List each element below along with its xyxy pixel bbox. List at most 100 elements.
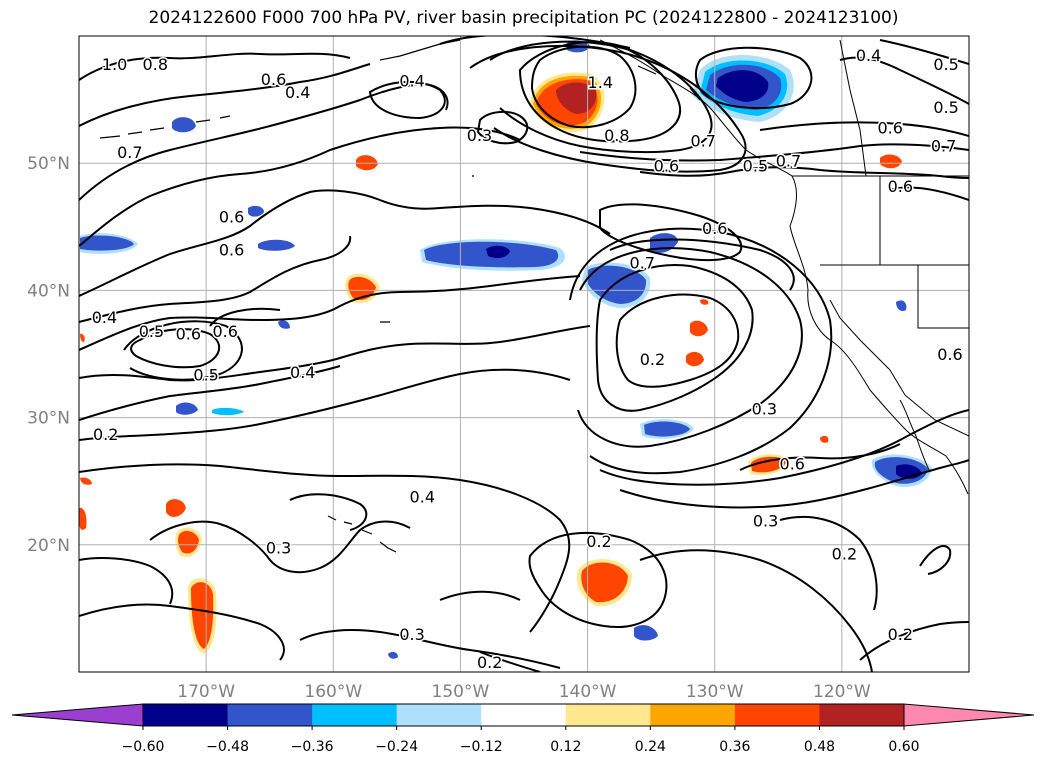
contour-label: 0.4 xyxy=(410,487,435,506)
contour-label: 0.6 xyxy=(937,345,962,364)
small-islands xyxy=(380,65,701,323)
gridlines xyxy=(79,36,969,672)
colorbar-tick-label: 0.60 xyxy=(888,739,919,755)
colorbar-segment xyxy=(481,704,567,726)
pv-contour xyxy=(569,227,833,475)
pv-contour xyxy=(209,307,281,327)
contour-label: 0.3 xyxy=(467,126,492,145)
shade-patch xyxy=(686,351,704,367)
pv-contour xyxy=(859,621,969,661)
colorbar-segment xyxy=(650,704,736,726)
shade-patch xyxy=(896,300,907,312)
pv-contour xyxy=(439,590,521,601)
shade-patch xyxy=(79,507,87,530)
pv-contour xyxy=(79,365,341,421)
map-background xyxy=(79,36,969,672)
map-frame xyxy=(78,35,970,673)
colorbar: −0.60 −0.48 −0.36 −0.24 −0.12 0.12 0.24 0.36 0.4… xyxy=(11,703,1035,755)
pv-contours xyxy=(79,36,969,672)
contour-label: 0.6 xyxy=(261,70,286,89)
pv-contour xyxy=(79,63,371,127)
aleutian-islands xyxy=(99,115,231,139)
lon-tick-label: 140°W xyxy=(559,682,617,702)
shade-patch xyxy=(80,235,134,251)
contour-labels: 1.0 0.80.6 0.40.40.70.60.60.40.5 0.6 0.60.5 0… xyxy=(90,45,964,672)
pv-contour xyxy=(595,264,754,412)
pv-contour xyxy=(779,516,878,611)
colorbar-segment xyxy=(396,704,482,726)
contour-label: 0.2 xyxy=(640,350,665,369)
gulf-of-california-coast xyxy=(899,399,931,473)
lat-tick-label: 20°N xyxy=(27,536,70,556)
contour-label: 0.5 xyxy=(933,98,958,117)
contour-label: 0.8 xyxy=(143,55,168,74)
pv-contour xyxy=(599,409,969,486)
colorbar-over-arrow xyxy=(903,703,1035,727)
shade-patch xyxy=(278,320,290,329)
shade-patch xyxy=(700,299,709,305)
shade-patch xyxy=(348,276,376,300)
contour-label: 0.5 xyxy=(193,365,218,384)
lon-tick-label: 120°W xyxy=(813,682,871,702)
pv-contour xyxy=(619,459,969,509)
contour-label: 0.3 xyxy=(753,512,778,531)
colorbar-tick-label: 0.36 xyxy=(719,739,750,755)
contour-label: 0.5 xyxy=(743,157,768,176)
border-province xyxy=(839,39,867,177)
colorbar-tick-label: 0.48 xyxy=(804,739,835,755)
shade-patch xyxy=(212,407,244,416)
pv-contour xyxy=(79,463,571,633)
shade-patch xyxy=(178,530,199,554)
shade-patch xyxy=(690,320,708,337)
colorbar-tick-label: −0.48 xyxy=(206,739,249,755)
contour-label: 0.7 xyxy=(776,152,801,171)
pv-contour xyxy=(879,39,969,65)
pv-contour xyxy=(599,203,743,262)
contour-label: 0.4 xyxy=(856,46,881,65)
shade-patch xyxy=(80,333,85,342)
shade-patch xyxy=(751,456,787,473)
shade-patch xyxy=(258,239,295,251)
contour-label: 0.5 xyxy=(139,322,164,341)
colorbar-tick-label: −0.12 xyxy=(460,739,503,755)
shade-patch xyxy=(248,205,264,217)
pv-contour xyxy=(479,651,541,672)
pv-contour xyxy=(739,443,901,471)
shade-patch xyxy=(356,155,378,171)
pv-contour xyxy=(79,235,352,323)
lon-tick-label: 170°W xyxy=(177,682,235,702)
contour-label: 0.8 xyxy=(604,126,629,145)
border-state xyxy=(904,394,969,437)
lon-tick-label: 160°W xyxy=(304,682,362,702)
pv-contour xyxy=(368,80,446,120)
contour-label: 0.6 xyxy=(219,208,244,227)
precipitation-shading xyxy=(79,40,932,659)
shade-patch xyxy=(388,651,398,659)
contour-label: 0.6 xyxy=(212,322,237,341)
shade-patch xyxy=(556,82,597,114)
lon-tick-label: 130°W xyxy=(686,682,744,702)
pv-contour xyxy=(639,166,969,179)
contour-label: 0.2 xyxy=(93,425,118,444)
axis-labels: 170°W 160°W 150°W 140°W 130°W 120°W 20°N 30°N 40… xyxy=(27,154,871,702)
pv-contour xyxy=(528,531,668,628)
pv-contour xyxy=(579,143,969,162)
colorbar-tick-label: −0.60 xyxy=(122,739,165,755)
shade-patch xyxy=(581,562,628,603)
contour-label: 0.4 xyxy=(399,72,424,91)
contour-label: 0.2 xyxy=(888,625,913,644)
contour-label: 0.6 xyxy=(888,177,913,196)
hawaiian-islands xyxy=(327,515,397,553)
contour-label: 0.6 xyxy=(219,241,244,260)
lon-tick-label: 150°W xyxy=(432,682,490,702)
contour-label: 0.6 xyxy=(654,157,679,176)
contour-label: 0.2 xyxy=(586,532,611,551)
contour-label: 0.7 xyxy=(691,131,716,150)
colorbar-tick-label: 0.12 xyxy=(550,739,581,755)
pv-contour xyxy=(79,189,611,297)
shade-patch xyxy=(172,117,196,133)
contour-label: 0.7 xyxy=(931,136,956,155)
shade-patch xyxy=(880,154,902,169)
contour-label: 0.3 xyxy=(266,538,291,557)
pv-contour xyxy=(839,56,969,105)
